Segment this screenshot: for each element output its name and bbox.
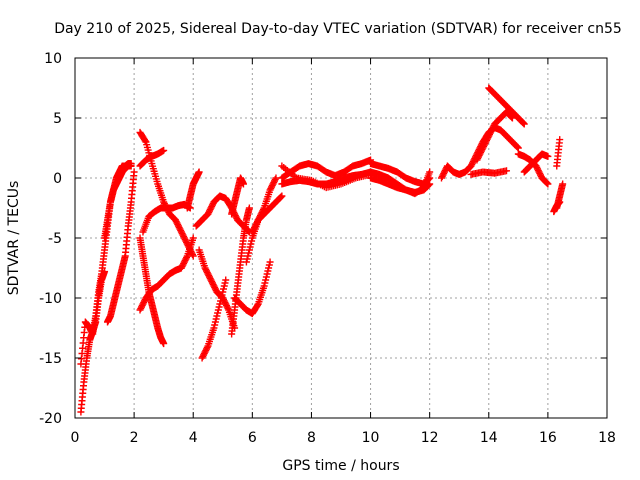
series-arc-18 [248, 174, 280, 236]
series-arc-3 [104, 168, 138, 326]
data-point [556, 198, 564, 206]
x-tick-label: 4 [189, 430, 198, 446]
data-point [514, 144, 522, 152]
series-arc-30 [520, 150, 552, 176]
data-point [127, 162, 135, 170]
series-arc-13 [198, 276, 230, 362]
data-point [519, 119, 527, 126]
data-point [254, 301, 262, 309]
y-tick-label: -15 [39, 351, 62, 367]
y-tick-label: 5 [53, 111, 62, 127]
data-point [259, 206, 267, 213]
data-point [239, 180, 247, 188]
y-tick-label: 0 [53, 171, 62, 187]
x-tick-label: 6 [248, 430, 257, 446]
data-point [203, 344, 211, 351]
data-point [276, 194, 284, 201]
data-point [426, 168, 434, 176]
y-axis-label: SDTVAR / TECUs [6, 181, 22, 296]
series-arc-10 [183, 168, 203, 212]
data-point [160, 146, 168, 154]
x-tick-label: 0 [71, 430, 80, 446]
series-arc-4 [101, 162, 135, 242]
series-arc-15 [228, 174, 247, 218]
data-point [272, 174, 280, 182]
data-point [520, 119, 528, 127]
y-tick-label: 10 [44, 51, 62, 67]
data-point [542, 179, 550, 186]
data-point [222, 276, 230, 284]
data-point [544, 152, 552, 160]
y-tick-label: -5 [48, 231, 62, 247]
data-point [224, 305, 232, 312]
data-point [245, 204, 253, 212]
series-arc-21 [278, 162, 375, 192]
y-tick-label: -10 [39, 291, 62, 307]
x-tick-label: 14 [480, 430, 498, 446]
data-point [277, 193, 285, 201]
x-axis-label: GPS time / hours [282, 458, 399, 474]
data-point [543, 179, 551, 187]
series-arc-16 [231, 258, 274, 318]
x-tick-label: 16 [539, 430, 557, 446]
data-points [77, 84, 567, 416]
x-tick-label: 10 [362, 430, 380, 446]
series-arc-9 [136, 234, 197, 314]
series-arc-26 [473, 108, 516, 164]
series-arc-8 [139, 200, 194, 236]
series-arc-32 [553, 136, 564, 170]
y-tick-label: -20 [39, 411, 62, 427]
series-arc-6 [136, 146, 168, 170]
data-point [514, 143, 522, 151]
data-point [559, 180, 567, 188]
x-tick-label: 12 [421, 430, 439, 446]
data-point [271, 176, 279, 183]
axis-ticks: 0 2 4 6 8 10 12 14 16 18 -20 -15 -10 -5 0 5 10 [39, 51, 616, 446]
x-tick-label: 8 [307, 430, 316, 446]
data-point [188, 251, 196, 258]
data-point [195, 168, 203, 176]
data-point [556, 136, 564, 144]
x-tick-label: 18 [598, 430, 616, 446]
data-point [544, 180, 552, 188]
data-point [513, 143, 521, 150]
series-arc-24 [367, 168, 434, 198]
data-point [141, 137, 149, 145]
data-point [503, 167, 511, 175]
series-arc-27 [485, 84, 528, 128]
chart-title: Day 210 of 2025, Sidereal Day-to-day VTE… [54, 21, 622, 37]
series-arc-28 [467, 167, 511, 178]
data-point [189, 252, 197, 260]
data-point [278, 192, 286, 200]
data-point [130, 168, 138, 176]
data-point [266, 258, 274, 266]
series-arc-14 [228, 204, 253, 338]
data-point [183, 254, 191, 261]
data-point [520, 120, 528, 128]
data-point [160, 340, 168, 348]
x-tick-label: 2 [130, 430, 139, 446]
series-arc-33 [550, 198, 564, 216]
series-arc-19 [278, 156, 375, 182]
data-point [189, 234, 197, 242]
